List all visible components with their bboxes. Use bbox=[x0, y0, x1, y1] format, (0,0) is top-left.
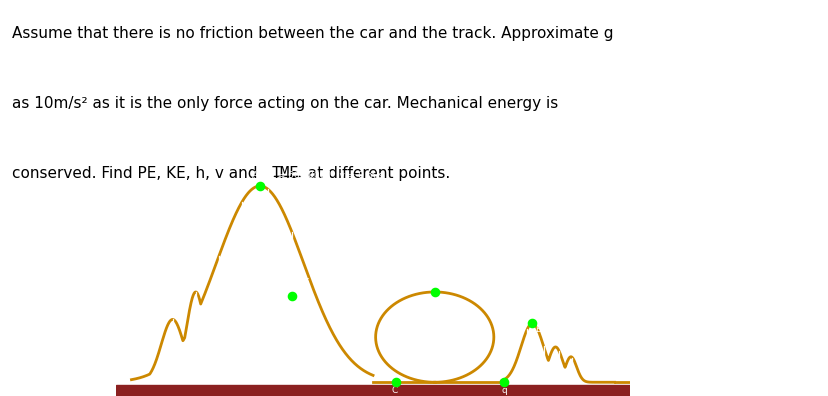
Text: TME: TME bbox=[272, 166, 299, 181]
Text: mass = 600 kg: mass = 600 kg bbox=[503, 195, 612, 208]
Point bbox=[525, 320, 538, 327]
Text: h = 60 m: h = 60 m bbox=[426, 306, 469, 315]
Text: D: D bbox=[438, 281, 445, 290]
Point bbox=[285, 293, 298, 299]
Text: as 10m/s² as it is the only force acting on the car. Mechanical energy is: as 10m/s² as it is the only force acting… bbox=[12, 96, 557, 111]
Point bbox=[253, 183, 267, 189]
Point bbox=[389, 379, 402, 385]
Text: A  PE = 660,000 J   v = 0 m/s: A PE = 660,000 J v = 0 m/s bbox=[252, 171, 383, 180]
Text: C: C bbox=[391, 386, 397, 395]
Text: KE = 330,000 J: KE = 330,000 J bbox=[297, 278, 365, 287]
Text: E: E bbox=[534, 326, 540, 334]
Point bbox=[497, 379, 510, 385]
Point bbox=[427, 289, 440, 295]
Bar bbox=[116, 385, 629, 396]
Text: PE = 120,000 J: PE = 120,000 J bbox=[534, 310, 601, 320]
Text: at different points.: at different points. bbox=[303, 166, 450, 181]
Text: B: B bbox=[282, 298, 288, 307]
Text: Assume that there is no friction between the car and the track. Approximate g: Assume that there is no friction between… bbox=[12, 26, 613, 41]
Text: q: q bbox=[501, 386, 507, 395]
Text: conserved. Find PE, KE, h, v and: conserved. Find PE, KE, h, v and bbox=[12, 166, 262, 181]
